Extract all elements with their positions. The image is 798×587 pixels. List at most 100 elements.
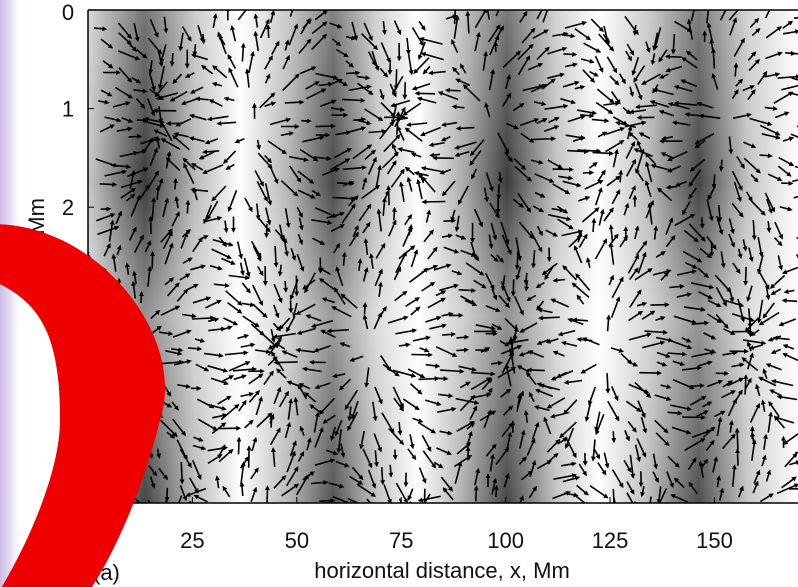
velocity-arrow	[319, 498, 336, 503]
velocity-arrow	[760, 399, 766, 412]
velocity-arrow	[485, 172, 494, 192]
velocity-arrow	[625, 141, 636, 159]
velocity-arrow	[321, 297, 335, 304]
velocity-arrow	[591, 217, 597, 232]
velocity-arrow	[350, 400, 359, 420]
velocity-arrow	[387, 315, 409, 324]
velocity-arrow	[473, 208, 483, 228]
velocity-arrow	[757, 70, 768, 86]
velocity-arrow	[714, 274, 732, 293]
velocity-arrow	[195, 96, 209, 102]
velocity-arrow	[637, 400, 646, 419]
velocity-arrow	[228, 361, 251, 372]
velocity-arrow	[778, 318, 797, 327]
velocity-arrow	[606, 314, 612, 332]
velocity-arrow	[192, 236, 203, 253]
velocity-arrow	[746, 191, 753, 202]
velocity-arrow	[532, 205, 545, 213]
velocity-arrow	[732, 262, 741, 275]
velocity-arrow	[514, 165, 532, 182]
velocity-arrow	[349, 355, 364, 362]
velocity-arrow	[197, 418, 218, 431]
velocity-arrow	[462, 84, 481, 102]
velocity-arrow	[550, 298, 570, 308]
velocity-arrow	[665, 234, 676, 248]
velocity-arrow	[489, 202, 500, 219]
velocity-arrow	[115, 210, 123, 225]
velocity-arrow	[594, 411, 601, 432]
velocity-arrow	[211, 81, 223, 87]
velocity-arrow	[592, 150, 614, 156]
velocity-arrow	[791, 77, 798, 81]
velocity-arrow	[182, 257, 193, 264]
velocity-arrow	[703, 332, 717, 340]
velocity-arrow	[237, 10, 250, 21]
velocity-arrow	[179, 273, 191, 281]
velocity-arrow	[731, 170, 743, 191]
velocity-arrow	[228, 274, 251, 281]
velocity-arrow	[333, 287, 346, 305]
velocity-arrow	[684, 261, 698, 269]
velocity-arrow	[398, 342, 411, 348]
velocity-arrow	[657, 187, 673, 202]
velocity-arrow	[322, 414, 336, 424]
velocity-arrow	[209, 264, 223, 271]
velocity-arrow	[572, 317, 589, 323]
velocity-arrow	[728, 419, 734, 433]
velocity-arrow	[162, 230, 173, 250]
velocity-arrow	[178, 32, 184, 52]
velocity-arrow	[147, 265, 153, 287]
velocity-arrow	[381, 412, 395, 434]
velocity-arrow	[564, 427, 575, 449]
velocity-arrow	[364, 149, 377, 160]
velocity-arrow	[440, 135, 451, 142]
velocity-arrow	[276, 368, 287, 379]
velocity-arrow	[619, 235, 628, 248]
velocity-arrow	[644, 329, 668, 335]
velocity-arrow	[169, 53, 175, 67]
velocity-arrow	[302, 279, 316, 290]
velocity-arrow	[777, 255, 784, 271]
velocity-arrow	[735, 78, 744, 87]
velocity-arrow	[756, 254, 764, 275]
velocity-arrow	[192, 44, 198, 57]
velocity-arrow	[140, 184, 150, 199]
velocity-arrow	[160, 138, 181, 150]
velocity-arrow	[148, 71, 156, 92]
velocity-arrow	[465, 10, 471, 34]
velocity-arrow	[748, 58, 760, 72]
velocity-arrow	[269, 427, 281, 446]
velocity-arrow	[425, 209, 431, 223]
velocity-arrow	[773, 91, 794, 104]
velocity-arrow	[208, 99, 223, 107]
velocity-arrow	[486, 387, 493, 398]
velocity-arrow	[425, 399, 442, 406]
velocity-arrow	[698, 113, 721, 119]
velocity-arrow	[443, 246, 460, 254]
velocity-arrow	[669, 284, 685, 290]
velocity-arrow	[409, 501, 412, 503]
velocity-arrow	[136, 48, 148, 59]
velocity-arrow	[352, 117, 367, 123]
velocity-arrow	[256, 180, 268, 202]
velocity-arrow	[629, 289, 642, 308]
velocity-arrow	[769, 274, 786, 289]
velocity-arrow	[514, 250, 520, 271]
velocity-arrow	[367, 156, 377, 175]
velocity-arrow	[217, 31, 227, 55]
velocity-arrow	[634, 381, 652, 399]
velocity-arrow	[683, 229, 699, 243]
velocity-arrow	[97, 225, 120, 236]
velocity-arrow	[782, 432, 798, 445]
velocity-arrow	[433, 263, 452, 271]
velocity-arrow	[500, 281, 511, 303]
velocity-arrow	[536, 46, 550, 61]
velocity-arrow	[340, 293, 358, 309]
velocity-arrow	[419, 126, 441, 137]
velocity-arrow	[210, 377, 229, 386]
velocity-arrow	[665, 184, 678, 190]
velocity-arrow	[331, 38, 342, 47]
velocity-arrow	[176, 288, 189, 302]
velocity-arrow	[239, 262, 245, 276]
velocity-arrow	[775, 111, 790, 119]
